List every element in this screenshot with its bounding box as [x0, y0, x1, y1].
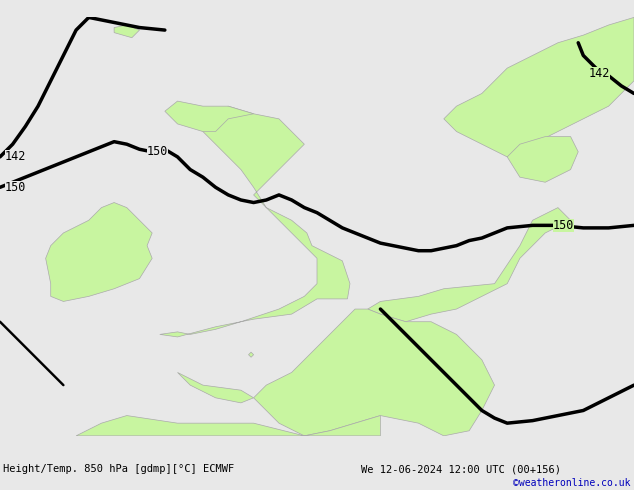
- Polygon shape: [254, 309, 495, 436]
- Polygon shape: [114, 25, 139, 38]
- Text: 150: 150: [553, 219, 574, 232]
- Polygon shape: [368, 208, 571, 322]
- Text: 150: 150: [146, 146, 168, 158]
- Polygon shape: [46, 202, 152, 301]
- Text: 150: 150: [5, 181, 27, 194]
- Polygon shape: [76, 416, 380, 436]
- Polygon shape: [249, 352, 254, 357]
- Polygon shape: [507, 137, 578, 182]
- Polygon shape: [165, 101, 254, 131]
- Text: We 12-06-2024 12:00 UTC (00+156): We 12-06-2024 12:00 UTC (00+156): [361, 465, 561, 474]
- Polygon shape: [444, 18, 634, 157]
- Text: ©weatheronline.co.uk: ©weatheronline.co.uk: [514, 478, 631, 488]
- Text: 142: 142: [5, 150, 27, 163]
- Text: 142: 142: [588, 67, 610, 80]
- Polygon shape: [160, 106, 350, 337]
- Polygon shape: [178, 372, 254, 403]
- Text: Height/Temp. 850 hPa [gdmp][°C] ECMWF: Height/Temp. 850 hPa [gdmp][°C] ECMWF: [3, 465, 235, 474]
